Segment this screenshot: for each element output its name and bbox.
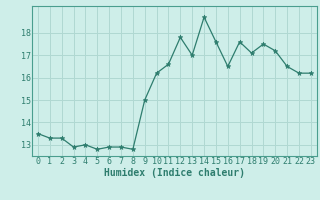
X-axis label: Humidex (Indice chaleur): Humidex (Indice chaleur) [104, 168, 245, 178]
